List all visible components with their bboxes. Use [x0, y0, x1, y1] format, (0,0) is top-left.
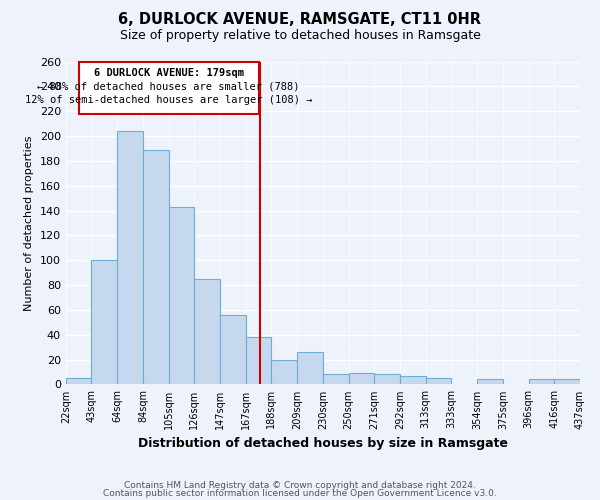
Bar [297, 352, 323, 384]
Bar [529, 380, 554, 384]
Bar [400, 376, 426, 384]
Bar [66, 378, 91, 384]
Text: Contains public sector information licensed under the Open Government Licence v3: Contains public sector information licen… [103, 488, 497, 498]
Text: 12% of semi-detached houses are larger (108) →: 12% of semi-detached houses are larger (… [25, 95, 313, 105]
Text: ← 88% of detached houses are smaller (788): ← 88% of detached houses are smaller (78… [37, 82, 300, 92]
Text: Contains HM Land Registry data © Crown copyright and database right 2024.: Contains HM Land Registry data © Crown c… [124, 481, 476, 490]
Bar [143, 150, 169, 384]
X-axis label: Distribution of detached houses by size in Ramsgate: Distribution of detached houses by size … [138, 437, 508, 450]
Bar [117, 131, 143, 384]
Text: 6 DURLOCK AVENUE: 179sqm: 6 DURLOCK AVENUE: 179sqm [94, 68, 244, 78]
Bar [554, 380, 580, 384]
Bar [194, 279, 220, 384]
Bar [91, 260, 117, 384]
Bar [374, 374, 400, 384]
Bar [79, 62, 259, 114]
Y-axis label: Number of detached properties: Number of detached properties [24, 136, 34, 310]
Bar [271, 360, 297, 384]
Bar [323, 374, 349, 384]
Bar [169, 207, 194, 384]
Text: 6, DURLOCK AVENUE, RAMSGATE, CT11 0HR: 6, DURLOCK AVENUE, RAMSGATE, CT11 0HR [119, 12, 482, 28]
Text: Size of property relative to detached houses in Ramsgate: Size of property relative to detached ho… [119, 29, 481, 42]
Bar [426, 378, 451, 384]
Bar [349, 374, 374, 384]
Bar [246, 337, 271, 384]
Bar [220, 315, 246, 384]
Bar [477, 380, 503, 384]
